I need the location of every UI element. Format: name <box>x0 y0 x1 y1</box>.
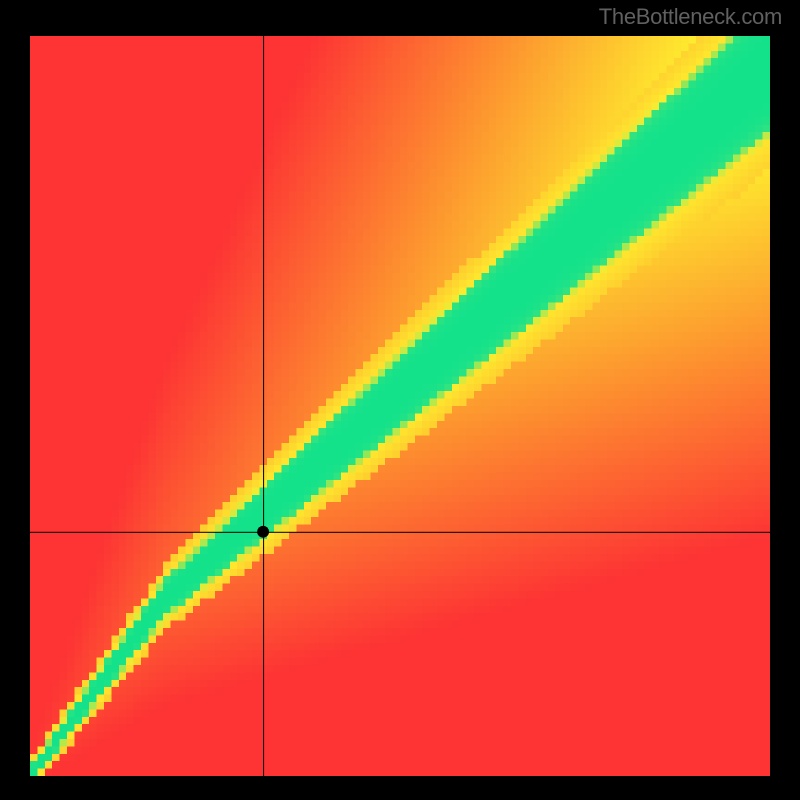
chart-container: TheBottleneck.com <box>0 0 800 800</box>
heatmap-plot <box>30 36 770 776</box>
attribution-label: TheBottleneck.com <box>599 4 782 30</box>
crosshair-overlay <box>30 36 770 776</box>
